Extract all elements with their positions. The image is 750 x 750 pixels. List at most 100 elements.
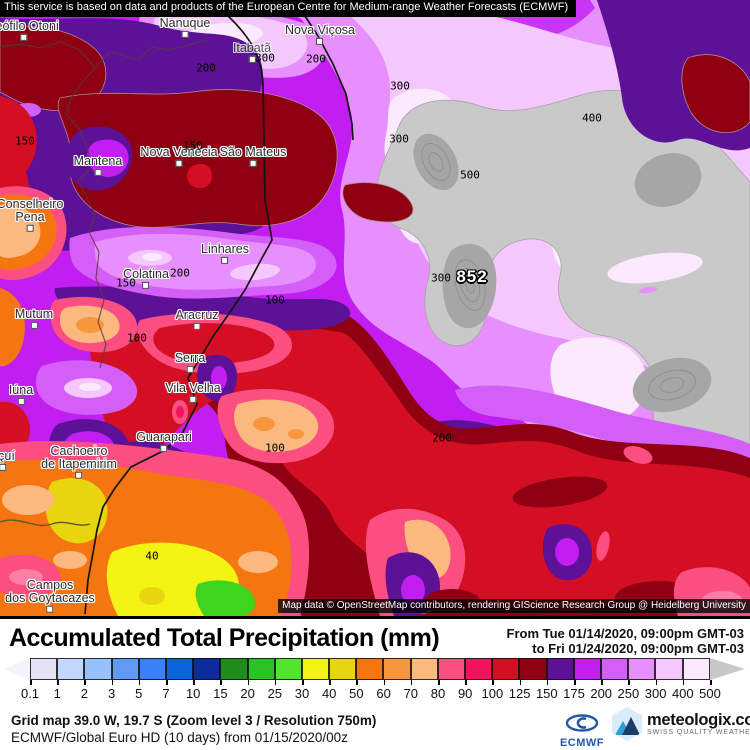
colorbar-tick-label: 1 <box>53 686 61 701</box>
colorbar-tick-label: 150 <box>535 686 558 701</box>
colorbar-cell <box>465 658 493 680</box>
colorbar-cell <box>30 658 58 680</box>
colorbar-arrow-left <box>5 658 30 680</box>
colorbar-tick <box>329 680 331 685</box>
colorbar-tick <box>302 680 304 685</box>
colorbar-tick-label: 5 <box>135 686 143 701</box>
colorbar-cell <box>600 658 629 680</box>
model-info: ECMWF/Global Euro HD (10 days) from 01/1… <box>11 730 348 745</box>
ecmwf-notice-text: This service is based on data and produc… <box>4 1 569 13</box>
colorbar-tick-label: 0.1 <box>20 686 40 701</box>
colorbar-tick-label: 25 <box>267 686 283 701</box>
colorbar-tick-label: 20 <box>240 686 255 701</box>
colorbar-tick <box>438 680 440 685</box>
map-svg <box>0 0 750 616</box>
colorbar-cell <box>492 658 520 680</box>
colorbar-tick-label: 50 <box>349 686 364 701</box>
colorbar-cell <box>682 658 710 680</box>
colorbar-tick <box>601 680 603 685</box>
colorbar-tick <box>465 680 467 685</box>
colorbar-cell <box>111 658 139 680</box>
colorbar-tick <box>383 680 386 685</box>
colorbar-tick <box>193 680 195 685</box>
colorbar-tick <box>57 680 59 685</box>
map-regions <box>0 0 750 616</box>
meteologix-brand: meteologix.com <box>647 711 750 729</box>
colorbar-cells <box>30 658 710 680</box>
ecmwf-logo-icon <box>565 714 599 732</box>
colorbar-cell <box>138 658 166 680</box>
colorbar-tick-label: 80 <box>430 686 446 701</box>
legend-period-to: to Fri 01/24/2020, 09:00pm GMT-03 <box>532 641 744 656</box>
colorbar-cell <box>519 658 547 680</box>
colorbar-tick <box>111 680 114 685</box>
colorbar-cell <box>383 658 411 680</box>
colorbar-cell <box>356 658 384 680</box>
colorbar-tick-label: 60 <box>376 686 391 701</box>
osm-attribution-text: Map data © OpenStreetMap contributors, r… <box>282 600 746 611</box>
road-main <box>84 15 273 615</box>
colorbar-tick <box>274 680 277 685</box>
colorbar-tick <box>710 680 712 685</box>
colorbar-cell <box>247 658 275 680</box>
colorbar-cell <box>84 658 112 680</box>
colorbar-cell <box>410 658 438 680</box>
osm-attribution: Map data © OpenStreetMap contributors, r… <box>278 599 750 613</box>
colorbar-tick-label: 15 <box>213 686 228 701</box>
colorbar-tick-label: 175 <box>563 686 585 701</box>
map-lines <box>0 15 354 615</box>
colorbar-cell <box>546 658 574 680</box>
colorbar-tick-label: 200 <box>590 686 613 701</box>
meteologix-text: meteologix.com SWISS QUALITY WEATHER FOR… <box>647 711 750 737</box>
boundary-north <box>94 39 208 69</box>
colorbar-tick-label: 100 <box>481 686 504 701</box>
colorbar-cell <box>329 658 357 680</box>
road-coastal <box>304 15 354 141</box>
colorbar-tick-label: 10 <box>185 686 201 701</box>
colorbar-tick <box>220 680 222 685</box>
ecmwf-notice-bar: This service is based on data and produc… <box>0 0 577 17</box>
colorbar-tick <box>30 680 32 685</box>
colorbar-tick-label: 300 <box>644 686 667 701</box>
river <box>0 519 91 527</box>
colorbar-cell <box>165 658 194 680</box>
colorbar-cell <box>573 658 601 680</box>
colorbar: 0.1 1 2 3 5 7 10 15 20 25 30 40 50 60 70 80 90 100 125 150 1… <box>0 658 750 718</box>
colorbar-tick-label: 400 <box>671 686 694 701</box>
colorbar-tick-label: 90 <box>457 686 473 701</box>
max-contour-rings <box>421 143 696 401</box>
colorbar-cell <box>274 658 302 680</box>
colorbar-tick-label: 125 <box>508 686 531 701</box>
colorbar-tick-label: 3 <box>107 686 116 701</box>
colorbar-tick-label: 500 <box>699 686 721 701</box>
colorbar-tick-label: 70 <box>403 686 419 701</box>
colorbar-tick-label: 30 <box>294 686 310 701</box>
colorbar-cell <box>193 658 221 680</box>
colorbar-tick <box>519 680 522 685</box>
colorbar-tick-label: 7 <box>162 686 170 701</box>
colorbar-tick-label: 2 <box>80 686 89 701</box>
colorbar-tick <box>492 680 494 685</box>
colorbar-tick <box>655 680 658 685</box>
meteologix-logo: meteologix.com SWISS QUALITY WEATHER FOR… <box>612 707 750 741</box>
grid-info: Grid map 39.0 W, 19.7 S (Zoom level 3 / … <box>11 713 377 728</box>
legend: Accumulated Total Precipitation (mm) Fro… <box>0 616 750 750</box>
colorbar-arrow-right <box>710 658 745 680</box>
colorbar-tick <box>574 680 576 685</box>
colorbar-tick <box>166 680 168 685</box>
state-boundary <box>0 41 107 369</box>
colorbar-cell <box>628 658 656 680</box>
colorbar-cell <box>437 658 465 680</box>
colorbar-tick <box>628 680 630 685</box>
meteologix-hexagon-icon <box>612 707 642 741</box>
colorbar-cell <box>301 658 330 680</box>
colorbar-tick <box>546 680 549 685</box>
colorbar-tick <box>356 680 358 685</box>
ecmwf-logo-label: ECMWF <box>559 737 605 749</box>
legend-period: From Tue 01/14/2020, 09:00pm GMT-03 to F… <box>507 626 744 656</box>
colorbar-tick <box>410 680 413 685</box>
meteologix-tagline: SWISS QUALITY WEATHER FORECASTING <box>647 729 750 736</box>
colorbar-cell <box>57 658 85 680</box>
